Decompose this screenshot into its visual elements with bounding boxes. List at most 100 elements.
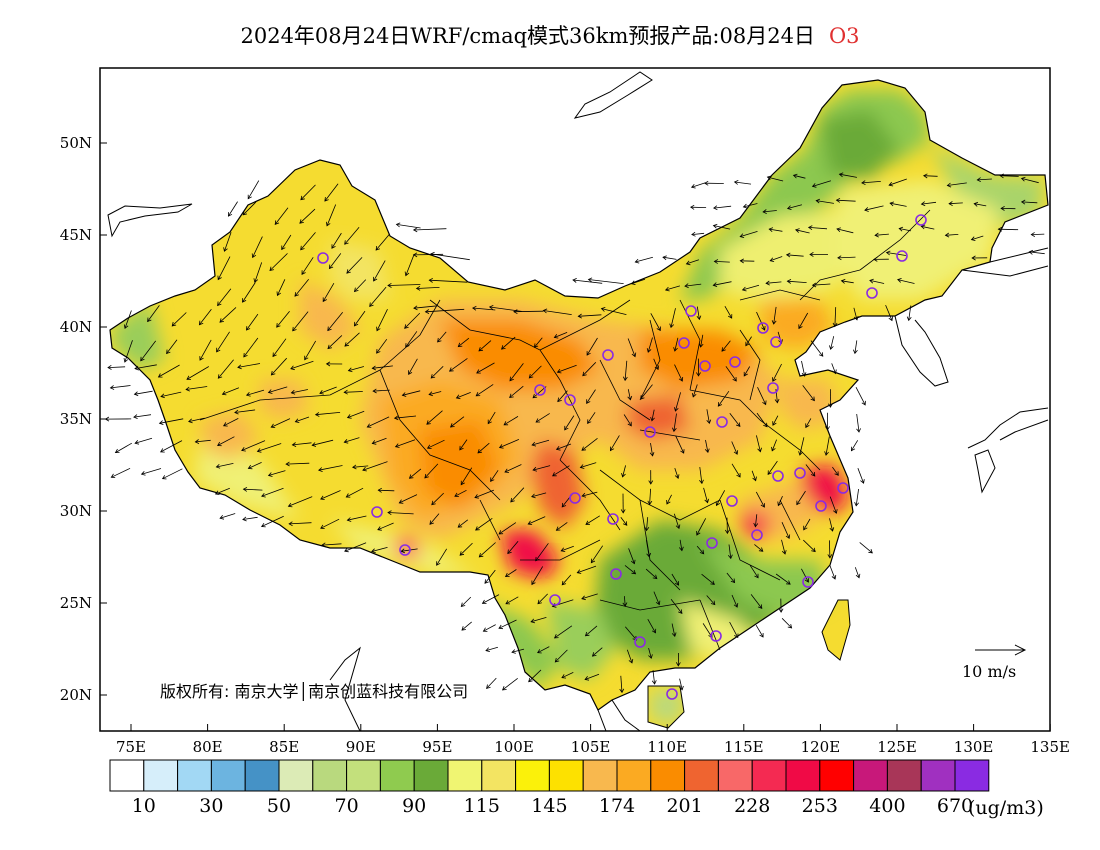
wind-arrow-head	[674, 407, 679, 412]
wind-arrow	[274, 207, 289, 225]
wind-arrow	[691, 232, 705, 235]
wind-arrow	[413, 253, 444, 256]
wind-arrow	[646, 517, 649, 531]
wind-arrow	[787, 204, 803, 209]
wind-arrow-head	[261, 492, 266, 498]
wind-arrow	[757, 387, 767, 405]
wind-arrow	[224, 232, 232, 252]
wind-arrow	[269, 253, 288, 271]
wind-arrow	[479, 542, 496, 558]
wind-arrow-head	[530, 618, 536, 624]
wind-arrow	[802, 385, 815, 401]
wind-arrow-head	[651, 680, 657, 685]
wind-arrow-head	[251, 253, 257, 259]
wind-arrow-head	[267, 472, 273, 477]
wind-arrow	[766, 281, 782, 284]
wind-arrow	[199, 308, 212, 325]
wind-arrow	[624, 565, 636, 575]
wind-arrow	[627, 389, 631, 400]
wind-arrow-head	[704, 498, 710, 504]
wind-arrow	[354, 310, 366, 327]
wind-arrow-head	[777, 501, 782, 507]
wind-arrow-head	[815, 198, 821, 204]
wind-arrow	[714, 261, 730, 263]
wind-arrow	[487, 411, 496, 424]
wind-arrow-head	[600, 307, 606, 312]
wind-arrow	[133, 414, 152, 418]
wind-arrow-head	[1020, 176, 1026, 182]
wind-arrow-head	[587, 277, 593, 283]
wind-arrow-head	[160, 393, 165, 399]
wind-arrow-head	[245, 392, 251, 397]
wind-arrow-head	[556, 368, 562, 374]
wind-arrow-head	[771, 446, 776, 452]
wind-arrow-head	[798, 451, 803, 456]
wind-arrow-head	[732, 376, 737, 382]
wind-arrow	[812, 283, 831, 286]
wind-arrow	[829, 518, 833, 532]
wind-arrow	[578, 314, 602, 317]
wind-arrow	[771, 439, 777, 451]
wind-arrow	[885, 304, 893, 321]
wind-arrow	[134, 437, 153, 444]
wind-arrow	[490, 470, 499, 482]
city-marker	[699, 360, 711, 372]
wind-arrow-head	[757, 447, 762, 453]
city-marker	[644, 426, 656, 438]
wind-arrow	[373, 260, 386, 282]
wind-arrow	[294, 279, 310, 297]
wind-arrow-head	[868, 548, 873, 554]
colorbar-label: 253	[802, 795, 838, 817]
lon-tick-label: 125E	[877, 738, 917, 756]
wind-arrow-head	[478, 552, 484, 558]
wind-arrow	[475, 384, 494, 397]
wind-arrow	[825, 436, 830, 456]
wind-arrow	[665, 285, 681, 291]
wind-arrow	[457, 519, 469, 528]
wind-arrow	[772, 415, 779, 426]
wind-arrow	[796, 490, 806, 505]
wind-arrow	[590, 545, 604, 563]
wind-arrow-head	[861, 180, 866, 186]
coastline-balkhash	[107, 203, 193, 238]
wind-arrow-head	[698, 343, 704, 348]
wind-arrow-head	[684, 283, 689, 289]
wind-arrow-head	[647, 500, 653, 506]
wind-arrow	[645, 568, 658, 579]
wind-arrow-head	[270, 370, 276, 376]
wind-arrow	[394, 415, 417, 419]
wind-arrow-head	[560, 547, 566, 552]
wind-arrow	[724, 306, 733, 319]
wind-arrow-head	[372, 388, 377, 394]
wind-arrow	[945, 234, 959, 236]
lon-tick-label: 85E	[269, 738, 299, 756]
wind-arrow	[329, 253, 342, 269]
wind-arrow	[215, 487, 230, 495]
wind-arrow	[620, 516, 628, 526]
wind-arrow-head	[584, 631, 590, 637]
wind-arrow	[299, 208, 316, 224]
wind-arrow-head	[649, 452, 655, 457]
wind-arrow	[750, 594, 763, 609]
wind-arrow-head	[344, 547, 349, 553]
wind-arrow	[431, 492, 444, 505]
wind-arrow	[581, 593, 598, 600]
wind-arrow	[837, 256, 856, 259]
wind-arrow	[721, 340, 731, 352]
wind-arrow-head	[217, 441, 222, 447]
wind-arrow-head	[864, 207, 869, 212]
wind-arrow-head	[199, 356, 204, 361]
wind-arrow-head	[428, 391, 434, 397]
wind-arrow-head	[632, 635, 638, 641]
wind-arrow	[511, 648, 525, 653]
wind-arrow	[499, 439, 520, 448]
wind-arrow	[703, 487, 708, 503]
wind-arrow	[767, 176, 784, 182]
wind-arrow	[134, 364, 157, 369]
colorbar-swatch	[920, 759, 956, 792]
wind-arrow-head	[807, 225, 813, 231]
wind-arrow	[673, 513, 680, 529]
wind-arrow-head	[674, 474, 680, 479]
wind-arrow	[854, 567, 860, 578]
wind-arrow	[502, 677, 518, 691]
